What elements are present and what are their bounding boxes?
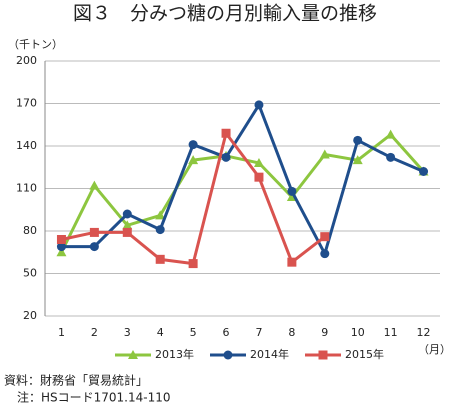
marker bbox=[155, 225, 165, 235]
note: 注：HSコード1701.14-110 bbox=[17, 390, 171, 405]
source: 資料：財務省「貿易統計」 bbox=[4, 373, 148, 388]
y-tick-label: 50 bbox=[23, 267, 37, 280]
marker bbox=[188, 259, 198, 269]
marker bbox=[188, 140, 198, 150]
marker bbox=[419, 167, 429, 176]
marker bbox=[128, 350, 138, 359]
marker bbox=[56, 247, 67, 257]
y-tick-label: 20 bbox=[23, 309, 37, 322]
marker bbox=[385, 129, 396, 139]
y-tick-label: 200 bbox=[16, 54, 37, 67]
x-tick-label: 6 bbox=[223, 326, 230, 339]
chart-title: 図３ 分みつ糖の月別輸入量の推移 bbox=[73, 3, 377, 25]
x-tick-label: 8 bbox=[288, 326, 295, 339]
series-line bbox=[60, 133, 425, 253]
marker bbox=[320, 232, 330, 242]
marker bbox=[89, 180, 100, 190]
marker bbox=[155, 254, 165, 264]
marker bbox=[287, 186, 297, 196]
y-tick-label: 170 bbox=[16, 97, 37, 110]
legend-label: 2014年 bbox=[250, 347, 289, 361]
series-line bbox=[61, 103, 425, 256]
x-tick-label: 2 bbox=[91, 326, 98, 339]
x-tick-label: 5 bbox=[190, 326, 197, 339]
marker bbox=[89, 227, 99, 237]
marker bbox=[122, 209, 132, 219]
marker bbox=[221, 128, 231, 138]
marker bbox=[254, 100, 264, 110]
legend-label: 2015年 bbox=[345, 347, 384, 361]
y-tick-label: 80 bbox=[23, 224, 37, 237]
marker bbox=[89, 242, 99, 252]
x-tick-label: 12 bbox=[417, 326, 431, 339]
marker bbox=[352, 155, 363, 165]
y-tick-label: 110 bbox=[16, 182, 37, 195]
x-tick-label: 11 bbox=[384, 326, 398, 339]
marker bbox=[56, 235, 66, 244]
x-unit: （月） bbox=[418, 343, 450, 356]
marker bbox=[188, 155, 199, 165]
y-tick-label: 140 bbox=[16, 139, 37, 152]
x-tick-label: 3 bbox=[124, 326, 131, 339]
marker bbox=[318, 350, 328, 360]
marker bbox=[353, 135, 363, 145]
x-tick-label: 9 bbox=[321, 326, 328, 339]
x-tick-label: 10 bbox=[351, 326, 365, 339]
marker bbox=[155, 210, 166, 220]
marker bbox=[254, 172, 264, 182]
marker bbox=[122, 227, 132, 237]
y-unit: （千トン） bbox=[8, 38, 63, 51]
x-tick-label: 7 bbox=[255, 326, 262, 339]
marker bbox=[56, 242, 66, 252]
marker bbox=[221, 152, 231, 162]
x-tick-label: 1 bbox=[58, 326, 65, 339]
marker bbox=[320, 249, 330, 259]
x-tick-label: 4 bbox=[157, 326, 164, 339]
marker bbox=[223, 350, 233, 360]
marker bbox=[253, 158, 264, 167]
series-line bbox=[61, 131, 326, 266]
marker bbox=[386, 152, 396, 162]
legend-label: 2013年 bbox=[155, 347, 194, 361]
marker bbox=[287, 257, 297, 267]
marker bbox=[122, 220, 133, 230]
marker bbox=[319, 149, 330, 159]
